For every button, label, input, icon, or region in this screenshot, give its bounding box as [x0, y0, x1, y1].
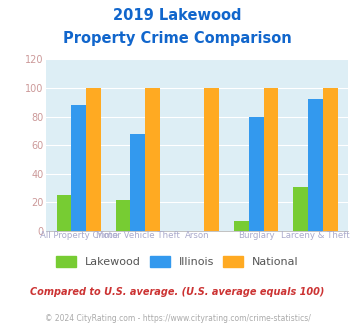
Bar: [293, 187, 308, 231]
Bar: [249, 116, 264, 231]
Text: Compared to U.S. average. (U.S. average equals 100): Compared to U.S. average. (U.S. average …: [30, 287, 325, 297]
Bar: [86, 88, 101, 231]
Bar: [131, 134, 145, 231]
Bar: [308, 99, 323, 231]
Text: Property Crime Comparison: Property Crime Comparison: [63, 31, 292, 46]
Bar: [71, 105, 86, 231]
Text: 2019 Lakewood: 2019 Lakewood: [113, 8, 242, 23]
Bar: [323, 88, 338, 231]
Bar: [204, 88, 219, 231]
Bar: [56, 195, 71, 231]
Bar: [145, 88, 160, 231]
Bar: [263, 88, 278, 231]
Text: Larceny & Theft: Larceny & Theft: [281, 231, 350, 240]
Legend: Lakewood, Illinois, National: Lakewood, Illinois, National: [52, 251, 303, 271]
Bar: [116, 200, 131, 231]
Text: Motor Vehicle Theft: Motor Vehicle Theft: [96, 231, 180, 240]
Text: Arson: Arson: [185, 231, 209, 240]
Bar: [234, 221, 249, 231]
Text: © 2024 CityRating.com - https://www.cityrating.com/crime-statistics/: © 2024 CityRating.com - https://www.city…: [45, 314, 310, 323]
Text: Burglary: Burglary: [238, 231, 274, 240]
Text: All Property Crime: All Property Crime: [40, 231, 118, 240]
